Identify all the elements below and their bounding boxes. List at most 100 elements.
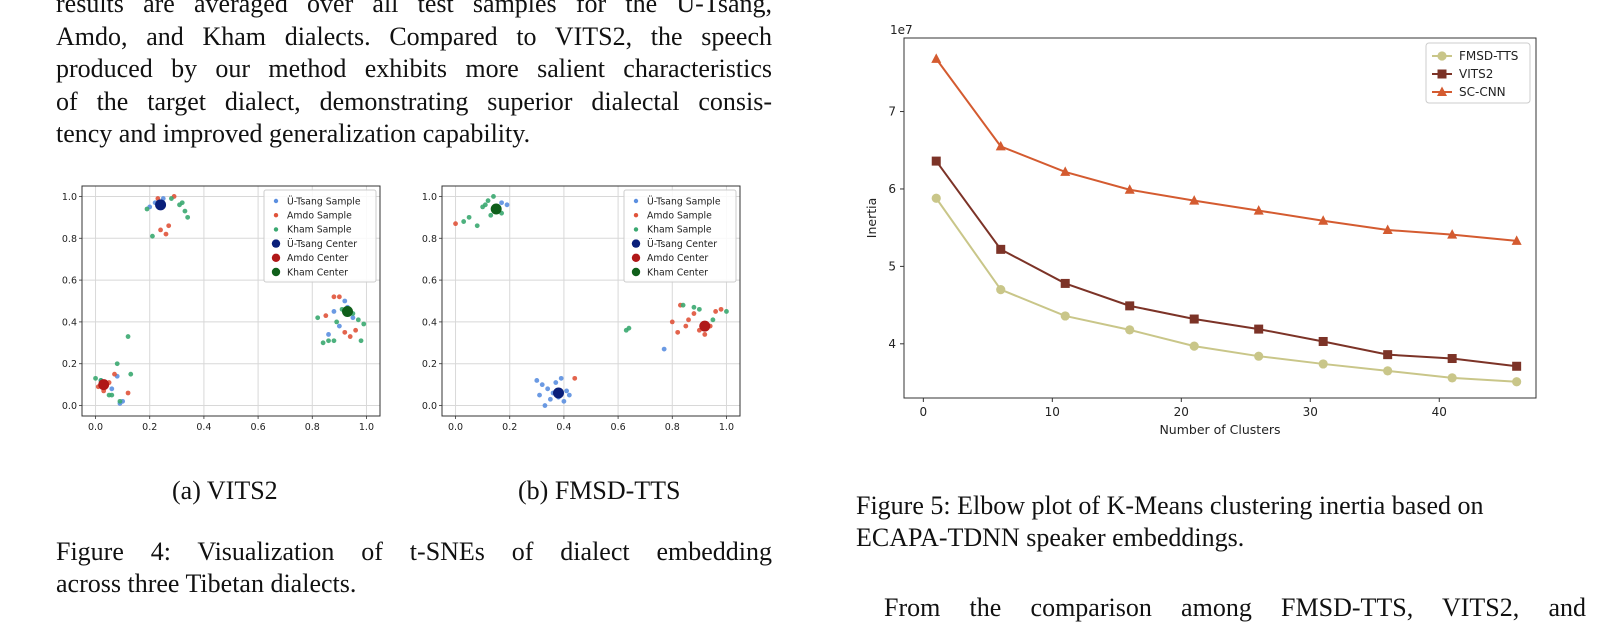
x-tick-label: 0.4 bbox=[196, 422, 211, 433]
data-point bbox=[1512, 377, 1522, 387]
x-tick-label: 20 bbox=[1174, 405, 1189, 419]
center-point bbox=[98, 379, 110, 391]
legend-label: Ü-Tsang Center bbox=[647, 239, 717, 250]
intro-line: tency and improved generalization capabi… bbox=[56, 119, 531, 148]
legend-label: Kham Sample bbox=[647, 225, 712, 236]
sample-point bbox=[125, 334, 131, 339]
legend-marker bbox=[271, 239, 281, 248]
data-point bbox=[1382, 224, 1393, 234]
sample-point bbox=[474, 223, 480, 229]
sample-point bbox=[185, 214, 191, 220]
sample-point bbox=[491, 194, 496, 199]
sample-point bbox=[553, 380, 559, 385]
legend-label: Kham Sample bbox=[287, 225, 352, 236]
data-point bbox=[1447, 229, 1458, 239]
legend-marker bbox=[271, 267, 281, 277]
legend-marker bbox=[633, 213, 639, 218]
sample-point bbox=[564, 388, 570, 394]
subcaption-vits2: (a) VITS2 bbox=[172, 476, 278, 505]
x-tick-label: 0.8 bbox=[305, 422, 320, 433]
data-point bbox=[1253, 205, 1264, 215]
caption-line: across three Tibetan dialects. bbox=[56, 569, 357, 598]
data-point bbox=[1383, 366, 1393, 376]
data-point bbox=[995, 140, 1006, 151]
sample-point bbox=[691, 304, 697, 310]
series-line bbox=[935, 58, 1517, 242]
legend-marker bbox=[273, 227, 279, 232]
data-point bbox=[1511, 235, 1522, 245]
center-point bbox=[699, 320, 711, 332]
sample-point bbox=[109, 386, 115, 392]
subcaption-fmsd-tts: (b) FMSD-TTS bbox=[518, 476, 681, 505]
sample-point bbox=[488, 212, 494, 218]
sample-point bbox=[718, 306, 724, 312]
y-axis-label: Inertia bbox=[864, 198, 879, 238]
x-tick-label: 0.6 bbox=[251, 422, 266, 433]
data-point bbox=[1124, 184, 1135, 194]
sample-point bbox=[326, 338, 331, 344]
sample-point bbox=[453, 221, 458, 227]
sample-point bbox=[117, 398, 123, 404]
sample-point bbox=[336, 294, 342, 300]
sample-point bbox=[315, 315, 321, 321]
sample-point bbox=[342, 329, 348, 335]
sample-point bbox=[109, 392, 115, 398]
sample-point bbox=[93, 375, 98, 381]
sample-point bbox=[331, 338, 337, 344]
tsne-plot-vits2: 0.0 0.0 0.2 0.2 0.4 0.4 0.6 0.6 0.8 0.8 1.0 1.0 Ü-Ts… bbox=[62, 185, 381, 433]
y-tick-label: 0.2 bbox=[62, 359, 77, 370]
sample-point bbox=[675, 329, 681, 335]
sample-point bbox=[353, 327, 359, 333]
sample-point bbox=[114, 361, 120, 367]
intro-line: results are averaged over all test sampl… bbox=[56, 0, 772, 18]
sample-point bbox=[545, 386, 551, 392]
plot-frame bbox=[441, 185, 741, 417]
data-point bbox=[1254, 351, 1264, 361]
x-tick-label: 1.0 bbox=[359, 422, 374, 433]
legend-marker bbox=[633, 198, 639, 204]
series-line bbox=[935, 160, 1517, 368]
y-tick-label: 0.8 bbox=[62, 234, 77, 245]
x-axis-label: Number of Clusters bbox=[1159, 422, 1280, 437]
y-tick-label: 0.8 bbox=[422, 234, 437, 245]
data-point bbox=[1189, 314, 1199, 324]
data-point bbox=[1060, 278, 1070, 288]
sample-point bbox=[331, 294, 337, 300]
sample-point bbox=[702, 332, 708, 337]
legend-marker bbox=[273, 198, 279, 204]
data-point bbox=[1383, 350, 1393, 360]
legend-label: Amdo Sample bbox=[647, 211, 712, 222]
sample-point bbox=[504, 202, 510, 208]
legend-marker bbox=[631, 239, 641, 248]
scale-label: 1e7 bbox=[890, 23, 913, 37]
sample-point bbox=[566, 392, 572, 398]
y-tick-label: 0.4 bbox=[422, 317, 437, 328]
x-tick-label: 0.6 bbox=[611, 422, 626, 433]
next-paragraph: From the comparison among FMSD-TTS, VITS… bbox=[884, 593, 1586, 622]
legend-label: Ü-Tsang Center bbox=[287, 239, 357, 250]
sample-point bbox=[686, 317, 691, 323]
figure-4-caption: Figure 4: Visualization of t-SNEs of dia… bbox=[56, 536, 772, 600]
x-tick-label: 1.0 bbox=[719, 422, 734, 433]
legend-label: Amdo Center bbox=[287, 253, 348, 264]
sample-point bbox=[150, 233, 155, 239]
legend-box bbox=[623, 189, 737, 283]
sample-point bbox=[166, 223, 172, 229]
sample-point bbox=[163, 231, 169, 237]
sample-point bbox=[331, 309, 337, 314]
legend-label: Kham Center bbox=[647, 267, 708, 278]
sample-point bbox=[482, 202, 488, 208]
x-tick-label: 0.0 bbox=[448, 422, 463, 433]
data-point bbox=[1125, 301, 1135, 311]
tsne-plot-fmsd-tts: 0.0 0.0 0.2 0.2 0.4 0.4 0.6 0.6 0.8 0.8 1.0 1.0 Ü-Ts… bbox=[422, 185, 741, 433]
sample-point bbox=[320, 340, 326, 346]
data-point bbox=[1060, 311, 1070, 321]
legend-label: Amdo Center bbox=[647, 253, 708, 264]
x-tick-label: 30 bbox=[1303, 405, 1318, 419]
sample-point bbox=[350, 315, 356, 321]
elbow-plot: 0 10 20 30 40 4 5 6 7 1e7 Number of Clusters Inerti… bbox=[864, 23, 1537, 437]
data-point bbox=[1512, 361, 1522, 371]
plot-frame bbox=[903, 37, 1537, 399]
sample-point bbox=[537, 392, 542, 398]
data-point bbox=[996, 285, 1006, 295]
